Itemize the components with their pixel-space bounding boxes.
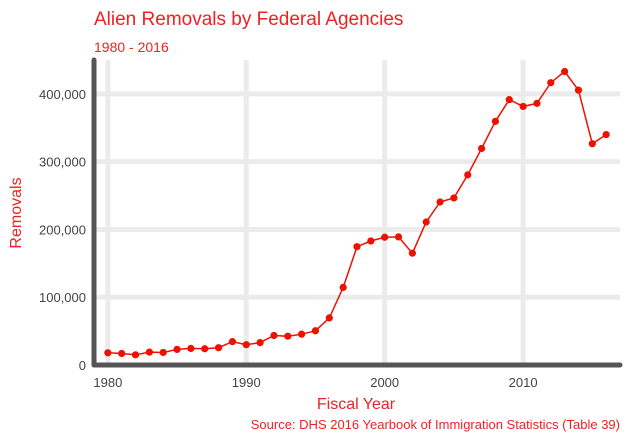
data-point [339,283,347,291]
data-point [228,338,237,346]
data-point [408,249,416,257]
data-point [602,130,610,139]
data-point [588,140,596,148]
x-axis-title: Fiscal Year [317,396,396,413]
data-point [574,86,583,94]
x-tick-label: 1990 [232,375,261,390]
data-point [436,198,444,206]
data-point [270,331,278,340]
x-tick-label: 2010 [509,375,538,390]
data-point [491,117,500,125]
y-tick-label: 200,000 [39,222,86,237]
data-point [394,233,403,241]
data-point [505,96,513,104]
data-point [561,67,569,76]
data-point [214,344,223,352]
data-point [187,344,195,352]
tick-labels: 0 100,000 200,000 300,000 400,000 1980 1990 200… [39,87,538,390]
y-tick-label: 0 [79,358,86,373]
y-tick-label: 400,000 [39,87,86,102]
data-point [201,345,209,353]
y-tick-label: 100,000 [39,290,86,305]
data-point [422,218,430,226]
data-point [367,237,375,245]
data-point [519,102,527,111]
chart-title: Alien Removals by Federal Agencies [94,9,403,30]
data-point [298,330,306,338]
data-point [381,233,389,241]
data-point [159,348,167,357]
y-axis-title: Removals [8,177,25,248]
y-tick-label: 300,000 [39,155,86,170]
data-point [325,314,333,322]
data-point [353,243,361,251]
data-point [464,171,472,179]
data-point [450,194,458,202]
data-point [256,339,264,347]
axes [91,57,623,368]
data-point [173,345,181,354]
data-point [118,349,126,358]
chart-subtitle: 1980 - 2016 [94,39,169,55]
series-line [107,70,607,356]
data-point [242,341,250,349]
data-point [145,348,153,356]
chart-caption: Source: DHS 2016 Yearbook of Immigration… [251,417,620,432]
data-point [284,332,292,340]
series [104,67,610,359]
x-tick-label: 1980 [93,375,122,390]
data-point [311,327,320,335]
data-point [104,349,112,357]
data-point [131,351,140,359]
data-point [547,79,555,87]
data-point [477,144,486,153]
x-tick-label: 2000 [370,375,399,390]
data-point [533,99,541,107]
grid [94,60,620,368]
